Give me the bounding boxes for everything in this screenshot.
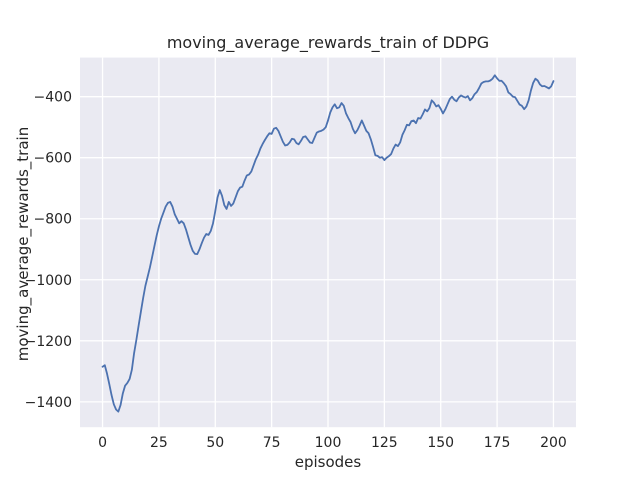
y-tick-label: −600 <box>34 151 72 167</box>
y-tick-label: −1400 <box>25 395 72 411</box>
y-axis-label: moving_average_rewards_train <box>14 126 32 362</box>
y-tick-label: −1200 <box>25 334 72 350</box>
x-tick-label: 25 <box>150 435 168 451</box>
x-tick-label: 175 <box>484 435 511 451</box>
ddpg-rewards-line <box>101 74 555 413</box>
x-tick-label: 150 <box>427 435 454 451</box>
y-tick-label: −800 <box>34 212 72 228</box>
x-axis-label: episodes <box>294 453 362 471</box>
y-tick-label: −1000 <box>25 273 72 289</box>
x-tick-label: 100 <box>315 435 342 451</box>
x-tick-label: 125 <box>371 435 398 451</box>
x-tick-label: 0 <box>98 435 107 451</box>
chart-title: moving_average_rewards_train of DDPG <box>166 33 490 52</box>
x-tick-label: 200 <box>540 435 567 451</box>
x-tick-label: 75 <box>263 435 281 451</box>
x-tick-label: 50 <box>206 435 224 451</box>
y-tick-label: −400 <box>34 90 72 106</box>
